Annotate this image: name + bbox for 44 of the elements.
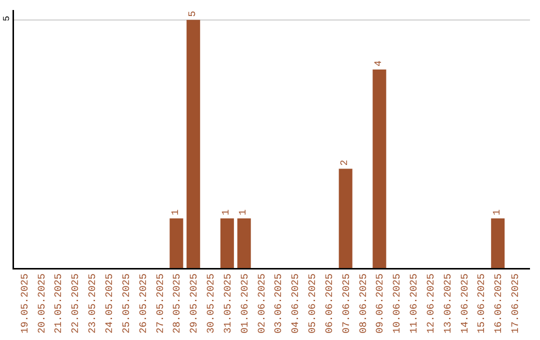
x-tick-label: 03.06.2025 [274,274,286,334]
x-tick-label: 22.05.2025 [71,274,82,334]
bar [237,218,251,268]
x-tick-label: 23.05.2025 [88,274,100,334]
x-tick-label: 29.05.2025 [190,274,201,334]
data-label: 1 [222,209,233,216]
x-tick-label: 17.06.2025 [511,274,522,334]
bar [491,218,505,268]
x-tick-label: 20.05.2025 [37,274,48,334]
x-tick-label: 09.06.2025 [376,274,387,334]
x-tick-label: 11.06.2025 [410,274,421,334]
bar [170,218,184,268]
x-tick-label: 02.06.2025 [257,274,268,334]
x-tick-label: 25.05.2025 [122,274,133,334]
x-tick-label: 28.05.2025 [172,274,184,334]
x-tick-label: 04.06.2025 [291,274,302,334]
x-tick-label: 27.05.2025 [156,274,167,334]
x-tick-label: 24.05.2025 [104,274,116,334]
bar [338,168,352,268]
x-tick-label: 01.06.2025 [240,274,252,334]
bar [372,70,386,268]
data-label: 5 [188,10,199,17]
x-tick-label: 14.06.2025 [460,274,472,334]
data-label: 2 [340,160,352,166]
data-label: 1 [170,209,182,216]
x-tick-label: 08.06.2025 [358,274,370,334]
bar [220,218,234,268]
data-label: 4 [374,60,385,67]
x-tick-label: 30.05.2025 [206,274,218,334]
x-tick-label: 06.06.2025 [324,274,336,334]
x-tick-label: 12.06.2025 [426,274,438,334]
data-label: 1 [238,209,250,216]
x-tick-label: 10.06.2025 [392,274,404,334]
bar [186,20,200,268]
x-tick-label: 07.06.2025 [342,274,353,334]
x-tick-label: 13.06.2025 [443,274,454,334]
x-tick-label: 21.05.2025 [54,274,66,334]
x-tick-label: 26.05.2025 [138,274,150,334]
x-tick-label: 15.06.2025 [477,274,488,334]
x-tick-label: 16.06.2025 [494,274,506,334]
data-label: 1 [492,209,504,216]
x-tick-label: 19.05.2025 [20,274,32,334]
x-tick-label: 05.06.2025 [308,274,320,334]
x-tick-label: 31.05.2025 [223,274,234,334]
